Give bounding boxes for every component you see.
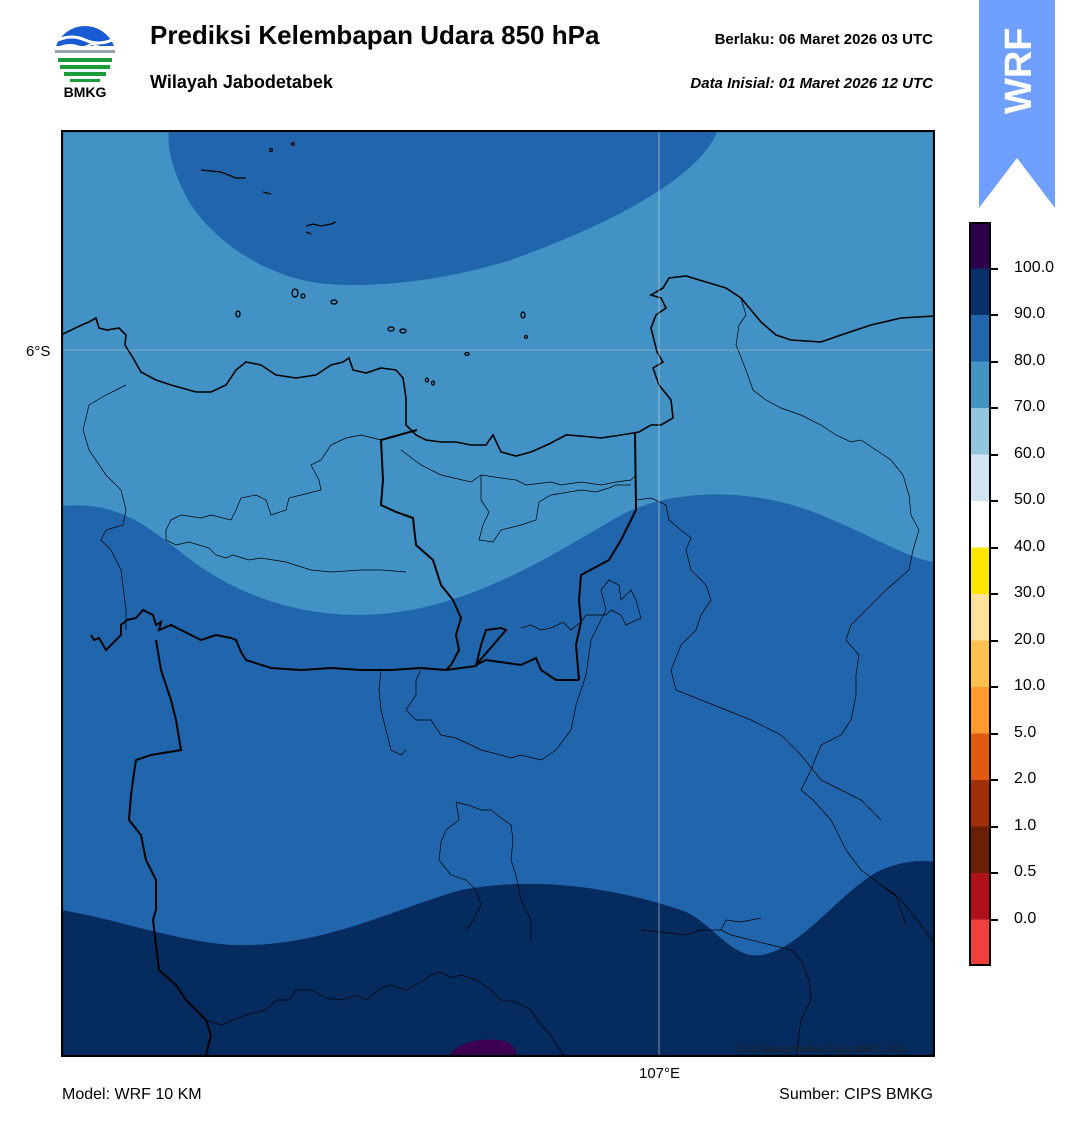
humidity-band-90-100 xyxy=(61,860,935,1057)
colorbar-segment xyxy=(969,733,991,781)
colorbar-tick xyxy=(991,872,998,874)
colorbar-tick-label: 5.0 xyxy=(1014,723,1037,741)
colorbar-segment xyxy=(969,919,991,966)
copyright-text: ©Sub Bidang Prediksi Cuaca BMKG, 2020 xyxy=(736,1044,907,1054)
colorbar xyxy=(969,222,991,966)
colorbar-segment xyxy=(969,315,991,362)
colorbar-tick xyxy=(991,593,998,595)
colorbar-tick xyxy=(991,686,998,688)
colorbar-segment xyxy=(969,454,991,502)
colorbar-segment xyxy=(969,501,991,548)
coastline xyxy=(61,275,935,457)
colorbar-segment xyxy=(969,780,991,827)
humidity-map xyxy=(61,130,935,1057)
district-boundaries xyxy=(82,297,935,1057)
province-boundaries xyxy=(90,429,638,1056)
valid-time-label: Berlaku: 06 Maret 2026 03 UTC xyxy=(714,31,933,48)
colorbar-tick xyxy=(991,360,998,363)
init-time-label: Data Inisial: 01 Maret 2026 12 UTC xyxy=(690,75,933,92)
colorbar-frame xyxy=(969,222,991,966)
colorbar-tick-label: 50.0 xyxy=(1014,491,1046,508)
colorbar-tick xyxy=(991,779,998,781)
colorbar-segment xyxy=(969,268,991,316)
colorbar-tick-label: 40.0 xyxy=(1014,537,1046,555)
colorbar-tick-label: 100.0 xyxy=(1014,258,1055,276)
colorbar-tick xyxy=(991,732,998,735)
colorbar-segment xyxy=(969,687,991,734)
map-frame xyxy=(61,130,935,1057)
colorbar-tick xyxy=(991,500,998,502)
wrf-badge-text: WRF xyxy=(998,27,1040,114)
colorbar-tick-label: 0.5 xyxy=(1014,863,1037,880)
colorbar-segment xyxy=(969,873,991,920)
colorbar-segment xyxy=(969,640,991,688)
colorbar-tick-label: 1.0 xyxy=(1014,816,1037,834)
colorbar-tick xyxy=(991,453,998,456)
colorbar-tick-label: 90.0 xyxy=(1014,305,1046,322)
colorbar-segment xyxy=(969,361,991,409)
colorbar-tick xyxy=(991,407,998,409)
colorbar-segment xyxy=(969,594,991,641)
colorbar-tick xyxy=(991,918,998,921)
colorbar-tick xyxy=(991,546,998,549)
colorbar-tick xyxy=(991,314,998,316)
latitude-label: 6°S xyxy=(26,343,51,360)
humidity-band-100 xyxy=(449,1039,517,1057)
wrf-badge: WRF xyxy=(979,0,1055,208)
colorbar-segment xyxy=(969,826,991,874)
colorbar-segment xyxy=(969,547,991,595)
source-label: Sumber: CIPS BMKG xyxy=(779,1086,933,1103)
model-label: Model: WRF 10 KM xyxy=(62,1086,202,1103)
colorbar-segment xyxy=(969,408,991,455)
colorbar-tick-label: 20.0 xyxy=(1014,630,1046,648)
colorbar-tick-label: 60.0 xyxy=(1014,444,1046,462)
colorbar-tick-label: 10.0 xyxy=(1014,677,1046,694)
humidity-band-80-90-north xyxy=(168,130,718,286)
thousand-islands xyxy=(200,141,529,386)
logo-text: BMKG xyxy=(63,84,107,100)
page-title: Prediksi Kelembapan Udara 850 hPa xyxy=(150,20,600,50)
colorbar-tick xyxy=(991,825,998,828)
colorbar-tick-label: 30.0 xyxy=(1014,584,1046,601)
colorbar-tick xyxy=(991,639,998,642)
humidity-band-80-90-south xyxy=(61,494,935,1057)
bmkg-logo-icon xyxy=(54,22,116,84)
colorbar-segment xyxy=(969,222,991,269)
longitude-label: 107°E xyxy=(639,1065,681,1082)
colorbar-tick-label: 70.0 xyxy=(1014,398,1046,415)
colorbar-tick-label: 2.0 xyxy=(1014,770,1037,787)
colorbar-tick xyxy=(991,267,998,270)
page-subtitle: Wilayah Jabodetabek xyxy=(150,72,333,92)
colorbar-tick-label: 80.0 xyxy=(1014,351,1046,369)
colorbar-tick-label: 0.0 xyxy=(1014,909,1037,927)
